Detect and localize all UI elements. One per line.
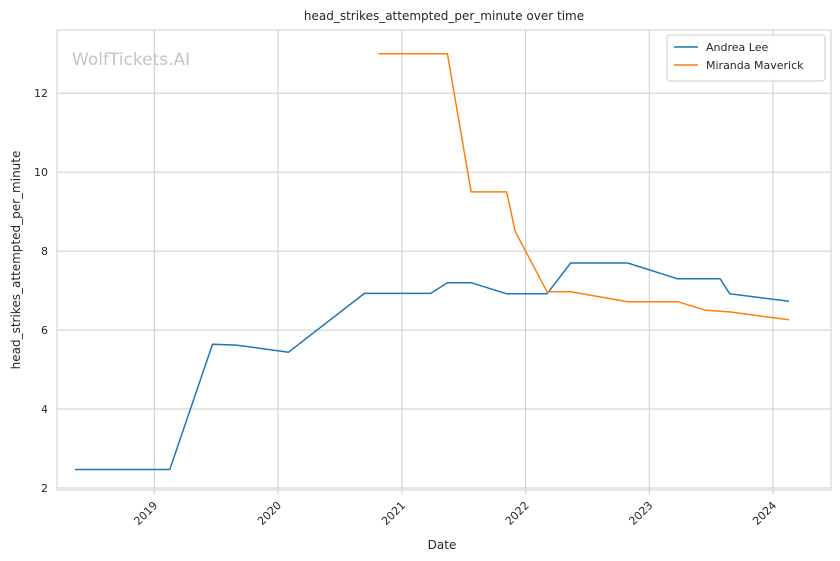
watermark: WolfTickets.AI xyxy=(72,50,190,70)
series-layer xyxy=(75,52,790,471)
grid-lines xyxy=(57,30,831,490)
y-tick-label: 4 xyxy=(41,403,48,416)
x-tick-label: 2022 xyxy=(503,499,532,528)
y-tick-label: 10 xyxy=(34,166,48,179)
chart-title: head_strikes_attempted_per_minute over t… xyxy=(304,9,584,23)
legend-box xyxy=(666,34,826,82)
legend-label: Miranda Maverick xyxy=(706,59,804,72)
y-axis-label: head_strikes_attempted_per_minute xyxy=(9,151,23,370)
y-tick-label: 12 xyxy=(34,87,48,100)
x-tick-label: 2020 xyxy=(255,499,284,528)
series-line-0 xyxy=(75,262,790,471)
series-line-1 xyxy=(378,52,790,321)
y-tick-label: 2 xyxy=(41,482,48,495)
x-axis-label: Date xyxy=(428,538,457,552)
legend: Andrea Lee Miranda Maverick xyxy=(666,34,826,82)
y-tick-label: 8 xyxy=(41,245,48,258)
legend-label: Andrea Lee xyxy=(706,41,768,54)
x-tick-label: 2021 xyxy=(379,499,408,528)
plot-frame xyxy=(56,29,832,491)
x-tick-label: 2024 xyxy=(750,499,779,528)
x-tick-label: 2023 xyxy=(626,499,655,528)
plot-background xyxy=(57,30,831,490)
y-tick-label: 6 xyxy=(41,324,48,337)
x-tick-label: 2019 xyxy=(131,499,160,528)
